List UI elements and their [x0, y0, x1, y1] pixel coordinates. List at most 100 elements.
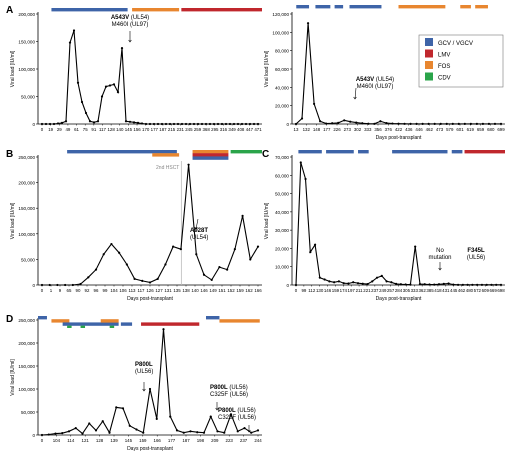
x-tick-label: 197 — [348, 288, 356, 293]
mutation-label: (UL54) — [190, 235, 208, 241]
mutation-label: C325F (UL56) — [210, 392, 248, 398]
x-tick-label: 131 — [164, 288, 172, 293]
x-tick-label: 112 — [308, 288, 316, 293]
data-point — [409, 283, 412, 286]
data-point — [204, 122, 208, 126]
mutation-gene: mutation — [428, 255, 451, 261]
x-tick-label: 368 — [202, 127, 210, 132]
data-point — [48, 122, 52, 126]
drug-bar-gcv — [392, 150, 448, 154]
x-tick-label: 305 — [403, 288, 411, 293]
data-point — [241, 214, 244, 217]
data-point — [451, 122, 454, 126]
data-point — [490, 283, 493, 286]
data-point — [64, 120, 68, 123]
x-tick-label: 579 — [446, 127, 454, 132]
data-point — [300, 117, 304, 120]
data-point — [44, 122, 48, 126]
data-point — [200, 122, 204, 126]
data-point — [452, 283, 455, 286]
x-tick-label: 177 — [151, 127, 159, 132]
data-point — [229, 413, 233, 416]
data-point — [195, 253, 198, 256]
x-tick-label: 349 — [228, 127, 236, 132]
data-point — [390, 281, 393, 284]
x-tick-label: 132 — [303, 127, 311, 132]
data-point — [233, 248, 236, 251]
x-tick-label: 29 — [57, 127, 62, 132]
drug-bar-fos — [460, 5, 471, 9]
x-tick-label: 117 — [99, 127, 107, 132]
data-point — [456, 283, 460, 286]
mutation-name: F345L — [467, 248, 485, 254]
data-point — [116, 91, 120, 94]
data-point — [189, 430, 192, 433]
legend-swatch-fos — [425, 61, 433, 69]
x-tick-label: 187 — [159, 127, 167, 132]
data-point — [476, 283, 479, 286]
mutation-gene: M460I (UL97) — [357, 84, 394, 90]
data-point — [48, 283, 51, 287]
series-line — [42, 30, 258, 125]
y-tick-label: 0 — [32, 122, 35, 127]
y-tick-label: 100,000 — [18, 67, 35, 72]
y-tick-label: 120,000 — [272, 12, 289, 17]
data-point — [47, 433, 50, 436]
legend: GCV / VGCV LMV FOS CDV — [418, 34, 504, 88]
legend-label-lmv: LMV — [438, 53, 450, 59]
drug-bar-lmv — [141, 322, 200, 326]
data-point — [124, 120, 128, 123]
x-axis-label: Days post-transplant — [127, 446, 173, 452]
x-tick-label: 114 — [67, 438, 75, 443]
x-tick-label: 284 — [395, 288, 403, 293]
panel-d: D 0 50,000 100,000 150,000 200,000 250,000 Vira… — [6, 314, 262, 452]
y-tick-label: 50,000 — [21, 257, 35, 262]
data-point — [352, 281, 355, 284]
data-point — [156, 277, 159, 280]
mutation-gene: (UL56) — [467, 255, 485, 261]
x-tick-label: 152 — [227, 288, 235, 293]
data-point — [433, 122, 436, 126]
data-point — [236, 122, 240, 126]
data-point — [187, 163, 190, 166]
x-tick-label: 473 — [436, 127, 444, 132]
data-point — [94, 268, 98, 271]
y-tick-label: 100,000 — [18, 232, 35, 237]
data-point — [404, 283, 407, 286]
x-tick-label: 223 — [226, 438, 234, 443]
data-point — [40, 122, 44, 126]
x-tick-label: 96 — [94, 288, 99, 293]
annotation-d1: P800L(UL56) — [135, 362, 153, 392]
data-point — [64, 283, 67, 287]
x-tick-label: 316 — [220, 127, 228, 132]
drug-bar-gcv — [206, 316, 220, 320]
data-point — [74, 427, 77, 430]
data-point — [142, 431, 145, 434]
y-tick-label: 150,000 — [18, 40, 35, 45]
drug-bar-gcv — [51, 8, 128, 12]
x-tick-label: 166 — [154, 438, 162, 443]
data-point — [179, 248, 182, 251]
data-point — [337, 280, 341, 283]
y-tick-label: 150,000 — [18, 364, 35, 369]
x-tick-label: 148 — [313, 127, 321, 132]
y-tick-label: 40,000 — [275, 85, 289, 90]
data-point — [385, 280, 388, 283]
annotation-c2: F345L(UL56) — [467, 248, 485, 261]
x-tick-label: 104 — [110, 288, 118, 293]
data-point — [118, 251, 121, 254]
data-point — [208, 122, 212, 126]
series-line — [295, 162, 501, 286]
data-point — [323, 278, 326, 281]
y-tick-label: 0 — [286, 283, 289, 288]
legend-swatch-cdv — [425, 72, 433, 81]
data-point — [144, 122, 148, 126]
mutation-gene: (UL54) — [374, 77, 394, 83]
x-tick-label: 159 — [236, 288, 244, 293]
y-tick-label: 20,000 — [275, 246, 289, 251]
x-tick-label: 159 — [332, 288, 340, 293]
data-point — [102, 253, 105, 256]
x-tick-label: 295 — [211, 127, 219, 132]
data-point — [216, 122, 220, 126]
